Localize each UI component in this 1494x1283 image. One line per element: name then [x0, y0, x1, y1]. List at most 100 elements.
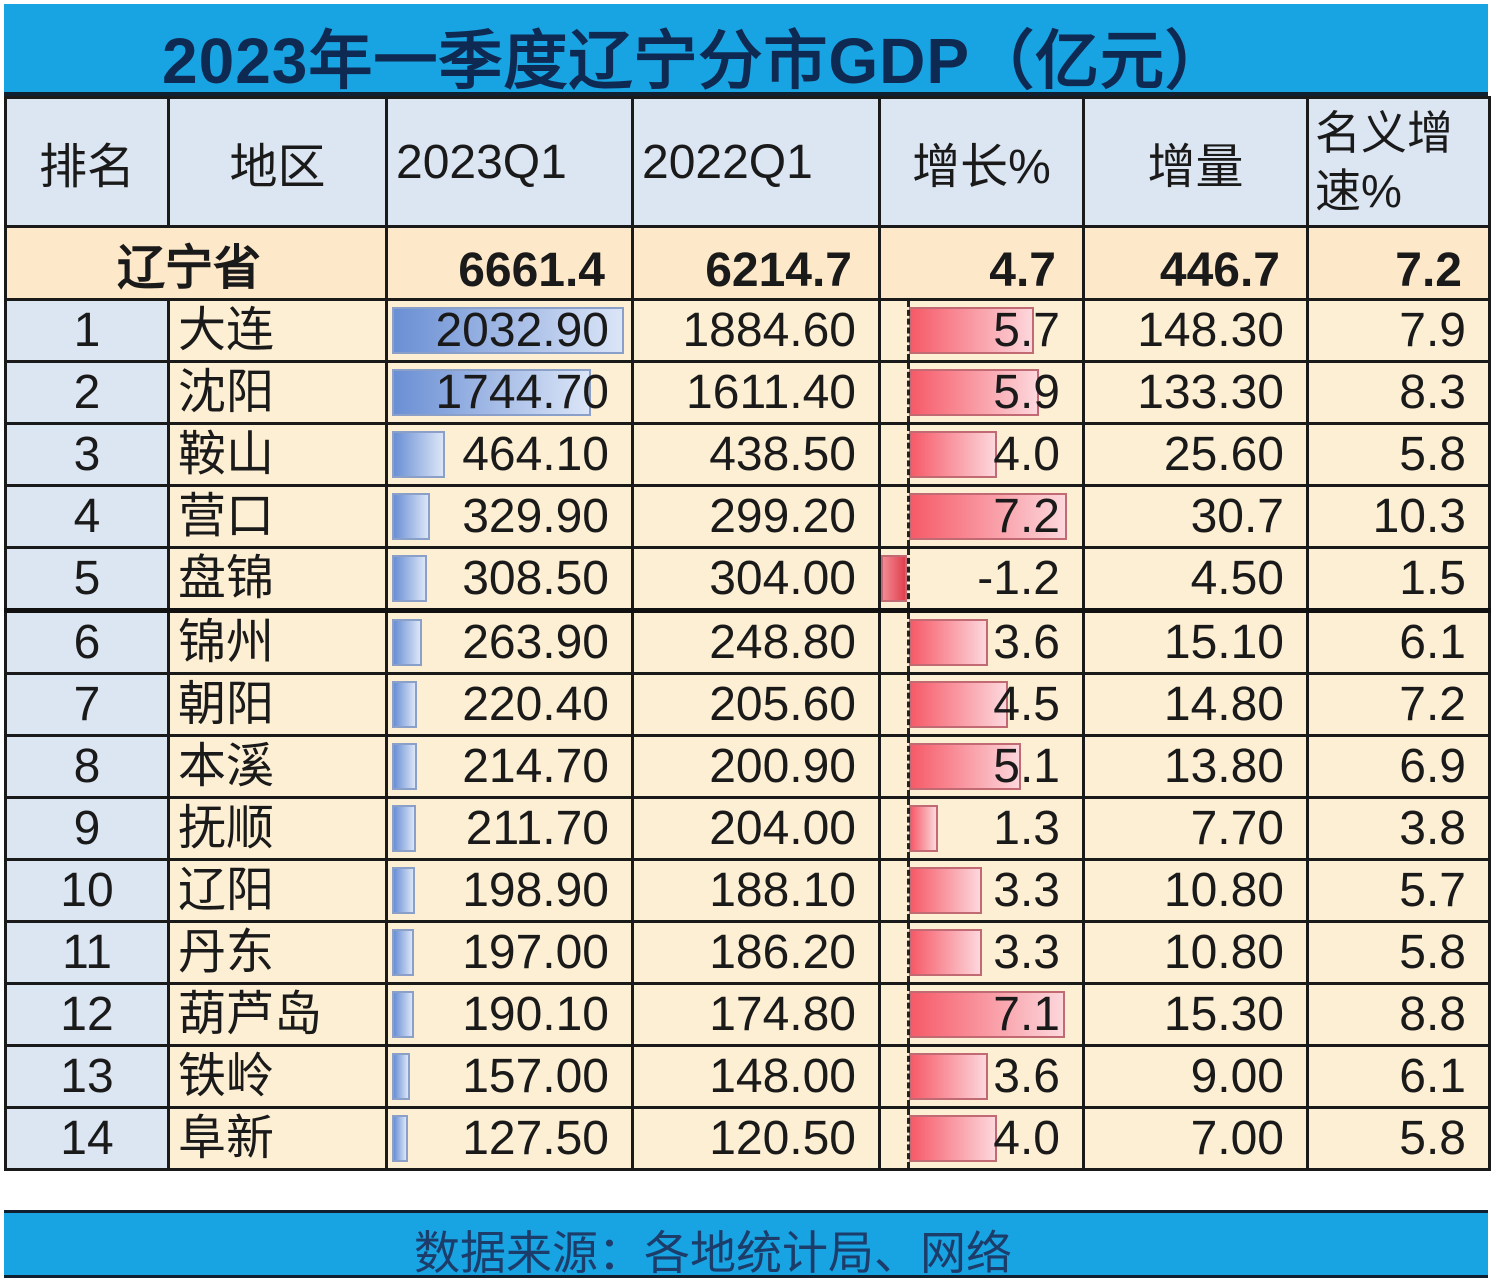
rank-cell: 6 [4, 609, 170, 675]
table-row: 14 阜新 127.50 120.50 4.0 7.00 5.8 [4, 1106, 1491, 1171]
header-2022q1: 2022Q1 [631, 96, 881, 228]
gdp-2023q1-value: 211.70 [465, 802, 609, 855]
gdp-data-bar [392, 1115, 408, 1162]
growth-value: 7.1 [993, 988, 1060, 1041]
spreadsheet: 2023年一季度辽宁分市GDP（亿元） 排名 地区 2023Q1 2022Q1 … [4, 4, 1491, 1279]
growth-cell: 5.1 [878, 734, 1085, 799]
gdp-2023q1-value: 198.90 [462, 864, 609, 917]
header-nominal-growth: 名义增速% [1306, 96, 1491, 228]
rank-cell: 9 [4, 796, 170, 861]
growth-data-bar [909, 991, 1065, 1038]
table-row: 1 大连 2032.90 1884.60 5.7 148.30 7.9 [4, 298, 1491, 363]
increment-value: 15.10 [1163, 616, 1284, 669]
growth-data-bar [909, 805, 938, 852]
nominal-growth-cell: 3.8 [1306, 796, 1491, 861]
growth-value: 5.1 [993, 740, 1060, 793]
total-name: 辽宁省 [4, 225, 388, 301]
rank-cell: 11 [4, 920, 170, 985]
growth-data-bar [909, 1053, 988, 1100]
table-row: 10 辽阳 198.90 188.10 3.3 10.80 5.7 [4, 858, 1491, 923]
gdp-2022q1-value: 148.00 [709, 1050, 856, 1103]
gdp-data-bar [392, 991, 414, 1038]
gdp-2023q1-cell: 211.70 [385, 796, 634, 861]
gdp-2023q1-value: 308.50 [462, 552, 609, 605]
footer-bar: 数据来源：各地统计局、网络 [4, 1210, 1488, 1279]
gdp-data-bar [392, 1053, 410, 1100]
nominal-growth-cell: 6.9 [1306, 734, 1491, 799]
growth-value: 5.7 [993, 304, 1060, 357]
gdp-2022q1-cell: 248.80 [631, 609, 881, 675]
zero-axis-line [907, 550, 910, 606]
zero-axis-line [907, 738, 910, 795]
gdp-2023q1-cell: 190.10 [385, 982, 634, 1047]
growth-cell: 7.2 [878, 484, 1085, 549]
growth-cell: 3.3 [878, 858, 1085, 923]
nominal-growth-value: 7.2 [1399, 678, 1466, 731]
gdp-2023q1-value: 329.90 [462, 490, 609, 543]
increment-value: 10.80 [1163, 926, 1284, 979]
gdp-table: 排名 地区 2023Q1 2022Q1 增长% 增量 名义增速% 辽宁省 666… [4, 96, 1491, 1171]
increment-cell: 148.30 [1082, 298, 1309, 363]
table-row: 13 铁岭 157.00 148.00 3.6 9.00 6.1 [4, 1044, 1491, 1109]
increment-cell: 9.00 [1082, 1044, 1309, 1109]
zero-axis-line [907, 613, 910, 671]
city-cell: 营口 [167, 484, 388, 549]
city-cell: 抚顺 [167, 796, 388, 861]
zero-axis-line [907, 426, 910, 483]
nominal-growth-value: 6.1 [1399, 616, 1466, 669]
growth-value: 3.6 [993, 1050, 1060, 1103]
growth-cell: 5.7 [878, 298, 1085, 363]
growth-value: 1.3 [993, 802, 1060, 855]
gdp-2022q1-cell: 438.50 [631, 422, 881, 487]
city-cell: 阜新 [167, 1106, 388, 1171]
increment-cell: 14.80 [1082, 672, 1309, 737]
growth-data-bar [909, 307, 1034, 354]
zero-axis-line [907, 302, 910, 359]
city-cell: 鞍山 [167, 422, 388, 487]
zero-axis-line [907, 676, 910, 733]
gdp-2022q1-value: 120.50 [709, 1112, 856, 1165]
zero-axis-line [907, 364, 910, 421]
gdp-2023q1-value: 220.40 [462, 678, 609, 731]
gdp-data-bar [392, 555, 427, 602]
rank-cell: 13 [4, 1044, 170, 1109]
growth-data-bar [882, 555, 907, 602]
nominal-growth-cell: 6.1 [1306, 609, 1491, 675]
gdp-2022q1-cell: 1611.40 [631, 360, 881, 425]
header-row: 排名 地区 2023Q1 2022Q1 增长% 增量 名义增速% [4, 96, 1491, 228]
gdp-2022q1-cell: 200.90 [631, 734, 881, 799]
nominal-growth-value: 5.8 [1399, 926, 1466, 979]
gdp-2023q1-value: 2032.90 [435, 304, 609, 357]
page-title: 2023年一季度辽宁分市GDP（亿元） [162, 25, 1231, 97]
zero-axis-line [907, 986, 910, 1043]
growth-value: 3.6 [993, 616, 1060, 669]
increment-cell: 10.80 [1082, 920, 1309, 985]
increment-cell: 15.10 [1082, 609, 1309, 675]
growth-cell: 3.3 [878, 920, 1085, 985]
growth-value: 5.9 [993, 366, 1060, 419]
gdp-2022q1-value: 1884.60 [682, 304, 856, 357]
nominal-growth-cell: 5.7 [1306, 858, 1491, 923]
increment-cell: 13.80 [1082, 734, 1309, 799]
rank-cell: 12 [4, 982, 170, 1047]
increment-value: 9.00 [1190, 1050, 1284, 1103]
gdp-2023q1-cell: 329.90 [385, 484, 634, 549]
growth-cell: 4.0 [878, 1106, 1085, 1171]
table-row: 8 本溪 214.70 200.90 5.1 13.80 6.9 [4, 734, 1491, 799]
nominal-growth-value: 10.3 [1372, 490, 1466, 543]
table-row: 3 鞍山 464.10 438.50 4.0 25.60 5.8 [4, 422, 1491, 487]
gdp-2022q1-cell: 304.00 [631, 546, 881, 613]
gdp-2023q1-value: 157.00 [462, 1050, 609, 1103]
gdp-2023q1-value: 197.00 [462, 926, 609, 979]
growth-cell: 3.6 [878, 609, 1085, 675]
nominal-growth-value: 8.3 [1399, 366, 1466, 419]
increment-cell: 7.70 [1082, 796, 1309, 861]
table-row: 11 丹东 197.00 186.20 3.3 10.80 5.8 [4, 920, 1491, 985]
gdp-2022q1-value: 438.50 [709, 428, 856, 481]
rank-cell: 10 [4, 858, 170, 923]
growth-cell: 5.9 [878, 360, 1085, 425]
table-row: 9 抚顺 211.70 204.00 1.3 7.70 3.8 [4, 796, 1491, 861]
gdp-2022q1-value: 200.90 [709, 740, 856, 793]
increment-cell: 10.80 [1082, 858, 1309, 923]
gdp-data-bar [392, 805, 416, 852]
